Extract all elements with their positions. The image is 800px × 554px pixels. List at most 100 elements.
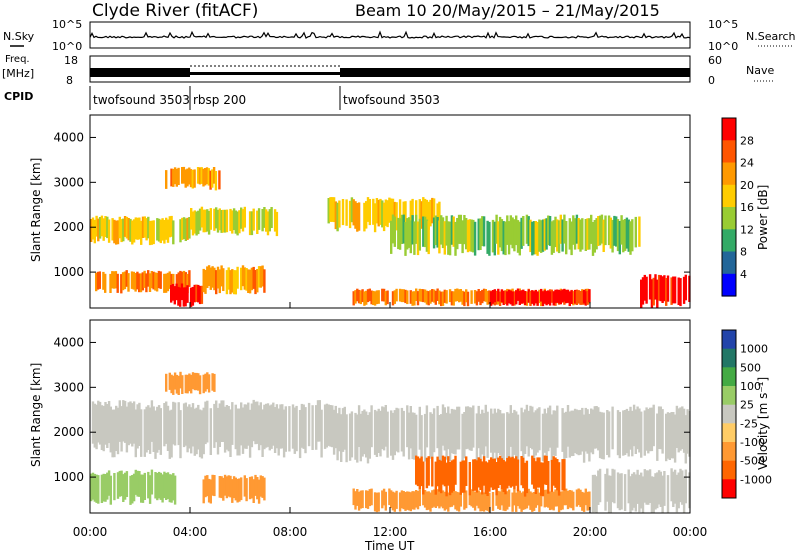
heatmap-cell bbox=[213, 475, 216, 497]
heatmap-cell bbox=[381, 200, 384, 228]
x-axis-label: Time UT bbox=[364, 539, 415, 553]
heatmap-cell bbox=[256, 269, 259, 293]
heatmap-cell bbox=[450, 215, 454, 245]
heatmap-cell bbox=[618, 411, 621, 459]
heatmap-cell bbox=[182, 217, 186, 239]
heatmap-cell bbox=[488, 290, 491, 305]
heatmap-cell bbox=[127, 218, 130, 241]
heatmap-cell bbox=[479, 492, 482, 512]
heatmap-cell bbox=[231, 402, 234, 445]
heatmap-cell bbox=[520, 407, 523, 452]
heatmap-cell bbox=[650, 407, 654, 452]
colorbar-tick-label: 25 bbox=[740, 399, 754, 412]
heatmap-cell bbox=[506, 457, 509, 489]
heatmap-cell bbox=[102, 405, 105, 452]
heatmap-cell bbox=[266, 403, 270, 447]
heatmap-cell bbox=[327, 198, 330, 224]
heatmap-cell bbox=[590, 408, 593, 453]
heatmap-cell bbox=[93, 473, 96, 502]
heatmap-cell bbox=[147, 216, 150, 239]
heatmap-cell bbox=[422, 289, 425, 303]
heatmap-cell bbox=[525, 460, 529, 494]
heatmap-cell bbox=[202, 407, 205, 455]
heatmap-cell bbox=[377, 408, 380, 453]
heatmap-cell bbox=[181, 217, 184, 240]
heatmap-cell bbox=[177, 286, 180, 306]
heatmap-cell bbox=[688, 275, 691, 302]
heatmap-cell bbox=[382, 288, 386, 302]
heatmap-cell bbox=[148, 220, 152, 246]
heatmap-cell bbox=[409, 200, 412, 228]
heatmap-cell bbox=[579, 409, 582, 455]
heatmap-cell bbox=[659, 406, 662, 450]
heatmap-cell bbox=[493, 408, 496, 453]
heatmap-cell bbox=[566, 289, 570, 303]
heatmap-cell bbox=[391, 491, 395, 511]
heatmap-cell bbox=[223, 474, 227, 496]
heatmap-cell bbox=[629, 406, 632, 450]
heatmap-cell bbox=[566, 490, 570, 510]
heatmap-cell bbox=[634, 409, 637, 454]
heatmap-cell bbox=[420, 289, 423, 302]
freq-tick-bottom: 8 bbox=[66, 74, 73, 87]
heatmap-cell bbox=[579, 290, 582, 305]
heatmap-cell bbox=[673, 276, 677, 304]
heatmap-cell bbox=[656, 279, 659, 308]
heatmap-cell bbox=[415, 414, 418, 463]
heatmap-cell bbox=[541, 413, 545, 462]
heatmap-cell bbox=[204, 401, 207, 445]
heatmap-cell bbox=[579, 489, 582, 508]
heatmap-cell bbox=[452, 291, 455, 306]
heatmap-cell bbox=[148, 273, 152, 292]
heatmap-cell bbox=[152, 220, 155, 245]
heatmap-cell bbox=[184, 402, 187, 446]
heatmap-cell bbox=[615, 216, 618, 247]
heatmap-cell bbox=[318, 400, 321, 442]
heatmap-cell bbox=[563, 412, 566, 460]
heatmap-cell bbox=[125, 406, 129, 453]
heatmap-cell bbox=[209, 267, 212, 290]
heatmap-cell bbox=[141, 216, 145, 238]
heatmap-cell bbox=[154, 272, 157, 291]
heatmap-cell bbox=[429, 199, 432, 227]
colorbar-swatch bbox=[722, 460, 736, 480]
heatmap-cell bbox=[427, 201, 430, 230]
heatmap-cell bbox=[625, 408, 629, 454]
heatmap-cell bbox=[573, 289, 577, 304]
heatmap-cell bbox=[295, 405, 298, 452]
heatmap-cell bbox=[459, 289, 462, 302]
heatmap-cell bbox=[207, 265, 211, 286]
heatmap-cell bbox=[631, 410, 634, 457]
heatmap-cell bbox=[248, 476, 252, 500]
heatmap-cell bbox=[381, 490, 384, 509]
x-tick-label: 08:00 bbox=[273, 525, 308, 539]
heatmap-cell bbox=[211, 373, 214, 391]
heatmap-cell bbox=[622, 410, 625, 456]
heatmap-cell bbox=[359, 290, 362, 305]
x-tick-label: 00:00 bbox=[673, 525, 708, 539]
heatmap-cell bbox=[482, 413, 486, 461]
heatmap-cell bbox=[423, 198, 427, 225]
heatmap-cell bbox=[145, 273, 148, 293]
heatmap-cell bbox=[540, 288, 543, 302]
heatmap-cell bbox=[215, 400, 218, 443]
heatmap-cell bbox=[454, 409, 457, 455]
heatmap-cell bbox=[120, 470, 123, 497]
heatmap-cell bbox=[511, 217, 514, 249]
heatmap-cell bbox=[350, 197, 354, 223]
heatmap-cell bbox=[438, 220, 441, 254]
heatmap-cell bbox=[291, 404, 295, 449]
heatmap-cell bbox=[113, 219, 116, 244]
heatmap-cell bbox=[441, 404, 445, 446]
heatmap-cell bbox=[359, 413, 362, 462]
heatmap-cell bbox=[488, 221, 491, 256]
heatmap-cell bbox=[452, 488, 455, 506]
heatmap-cell bbox=[632, 404, 636, 447]
heatmap-cell bbox=[182, 287, 185, 307]
heatmap-cell bbox=[645, 407, 648, 451]
heatmap-cell bbox=[418, 288, 421, 302]
heatmap-cell bbox=[440, 215, 443, 245]
heatmap-cell bbox=[470, 290, 473, 304]
heatmap-cell bbox=[581, 407, 584, 452]
heatmap-cell bbox=[120, 406, 123, 452]
